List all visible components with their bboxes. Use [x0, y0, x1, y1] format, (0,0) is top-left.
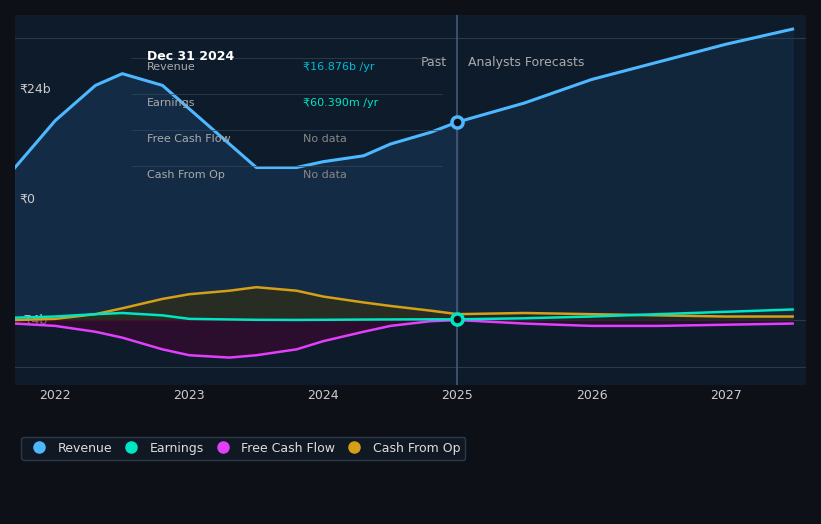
Text: Dec 31 2024: Dec 31 2024	[147, 50, 234, 63]
Text: No data: No data	[303, 170, 346, 180]
Text: ₹16.876b /yr: ₹16.876b /yr	[303, 62, 374, 72]
Text: Analysts Forecasts: Analysts Forecasts	[468, 56, 585, 69]
Text: ₹60.390m /yr: ₹60.390m /yr	[303, 98, 378, 108]
Legend: Revenue, Earnings, Free Cash Flow, Cash From Op: Revenue, Earnings, Free Cash Flow, Cash …	[21, 436, 466, 460]
Text: Past: Past	[420, 56, 447, 69]
Text: Cash From Op: Cash From Op	[147, 170, 225, 180]
Text: ₹24b: ₹24b	[19, 82, 51, 95]
Text: -₹4b: -₹4b	[19, 313, 47, 326]
Text: ₹0: ₹0	[19, 193, 35, 206]
Text: Revenue: Revenue	[147, 62, 195, 72]
Text: Free Cash Flow: Free Cash Flow	[147, 134, 231, 144]
Text: No data: No data	[303, 134, 346, 144]
Text: Earnings: Earnings	[147, 98, 195, 108]
